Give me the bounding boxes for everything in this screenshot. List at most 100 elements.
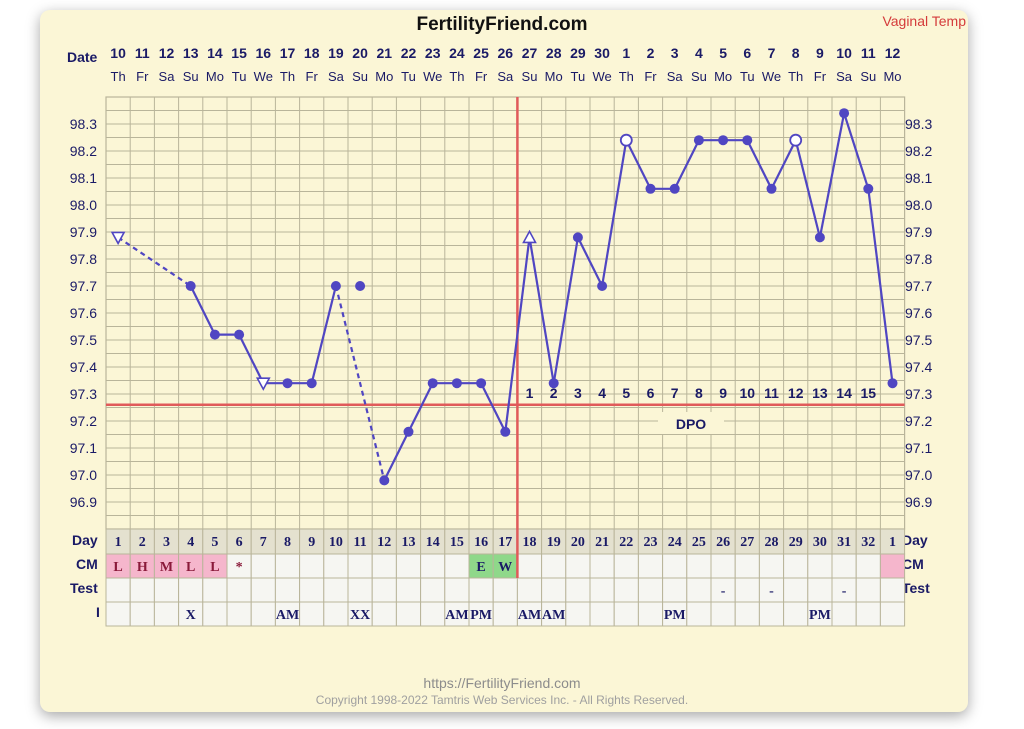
date-number: 18: [304, 45, 320, 61]
cm-cell: [734, 553, 760, 579]
y-tick-label-left: 97.9: [70, 224, 97, 240]
temperature-segment: [310, 285, 337, 384]
temperature-point: [839, 108, 850, 119]
y-tick-label-right: 97.2: [905, 413, 932, 429]
test-cell: [589, 577, 615, 603]
day-cell: [783, 528, 809, 555]
day-cell: [879, 528, 906, 555]
cycle-day-number: 29: [789, 535, 803, 550]
intercourse-entry: PM: [809, 608, 831, 623]
day-cell: [420, 528, 446, 555]
test-result: -: [769, 584, 774, 599]
weekday-label: Mo: [545, 69, 563, 84]
temperature-point-triangle-down: [255, 377, 271, 391]
intercourse-entry: AM: [542, 608, 565, 623]
cycle-day-number: 20: [571, 535, 585, 550]
y-tick-label-right: 97.8: [905, 251, 932, 267]
test-cell: [879, 577, 906, 603]
dpo-number: 12: [788, 385, 804, 401]
dpo-number: 6: [647, 385, 655, 401]
footer-url[interactable]: https://FertilityFriend.com: [423, 675, 580, 691]
cm-cell: [492, 553, 518, 579]
y-tick-label-right: 97.0: [905, 467, 932, 483]
weekday-label: Sa: [159, 69, 176, 84]
cm-cell: [129, 553, 155, 579]
day-cell: [202, 528, 228, 555]
intercourse-cell: [855, 601, 881, 627]
cm-cell: [758, 553, 785, 579]
day-cell: [758, 528, 785, 555]
cycle-day-number: 15: [450, 535, 464, 550]
cycle-day-number: 31: [837, 535, 851, 550]
weekday-label: Th: [788, 69, 803, 84]
y-tick-label-right: 98.2: [905, 143, 932, 159]
temperature-segment: [601, 140, 628, 287]
date-number: 23: [425, 45, 441, 61]
temperature-segment: [818, 112, 846, 238]
date-number: 3: [671, 45, 679, 61]
cm-cell: [879, 553, 906, 579]
temperature-point: [887, 378, 898, 389]
temperature-point: [379, 475, 390, 486]
date-number: 15: [231, 45, 247, 61]
cm-cell: [662, 553, 688, 579]
test-cell: [153, 577, 180, 603]
test-cell: [492, 577, 518, 603]
dpo-number: 7: [671, 385, 679, 401]
weekday-label: Tu: [401, 69, 416, 84]
cycle-day-number: 24: [668, 535, 682, 550]
temperature-point: [742, 135, 753, 146]
y-tick-label-right: 97.7: [905, 278, 932, 294]
temperature-point: [282, 378, 293, 389]
weekday-label: Tu: [232, 69, 247, 84]
day-cell: [662, 528, 688, 555]
cm-cell: [347, 553, 373, 579]
date-number: 10: [110, 45, 126, 61]
y-tick-label-left: 98.3: [70, 116, 97, 132]
weekday-label: Fr: [306, 69, 319, 84]
test-cell: [274, 577, 301, 603]
day-cell: [541, 528, 567, 555]
cycle-day-number: 16: [474, 535, 488, 550]
intercourse-cell: [274, 601, 301, 627]
cycle-day-number: 8: [284, 535, 291, 550]
cycle-day-number: 26: [716, 535, 730, 550]
intercourse-cell: [105, 601, 131, 627]
dpo-number: 14: [836, 385, 852, 401]
temperature-point: [645, 183, 656, 194]
cm-cell: [274, 553, 301, 579]
intercourse-cell: [468, 601, 494, 627]
date-number: 11: [861, 45, 876, 61]
test-cell: [758, 577, 785, 603]
dpo-number: 4: [598, 385, 606, 401]
cm-cell: [855, 553, 881, 579]
date-number: 16: [256, 45, 272, 61]
cm-cell: [613, 553, 639, 579]
intercourse-cell: [565, 601, 591, 627]
weekday-label: Mo: [714, 69, 732, 84]
temperature-point: [330, 281, 341, 291]
cm-cell: [468, 553, 494, 579]
temperature-point: [669, 183, 680, 194]
weekday-label: Tu: [571, 69, 586, 84]
date-number: 27: [522, 45, 538, 61]
intercourse-cell: [395, 601, 422, 627]
cm-cell: [323, 553, 349, 579]
date-number: 20: [352, 45, 368, 61]
cm-cell: [178, 553, 204, 579]
test-cell: [250, 577, 276, 603]
y-tick-label-left: 97.0: [70, 467, 97, 483]
weekday-label: Mo: [375, 69, 393, 84]
weekday-label: Sa: [836, 69, 853, 84]
intercourse-cell: [250, 601, 276, 627]
temperature-segment: [746, 139, 773, 190]
date-number: 22: [401, 45, 417, 61]
test-cell: [565, 577, 591, 603]
cm-observation: L: [210, 560, 219, 575]
y-tick-label-right: 97.6: [905, 305, 932, 321]
cm-cell: [831, 553, 857, 579]
cycle-day-number: 4: [187, 535, 194, 550]
test-cell: [541, 577, 567, 603]
intercourse-label-left: I: [96, 604, 100, 620]
intercourse-cell: [710, 601, 736, 627]
